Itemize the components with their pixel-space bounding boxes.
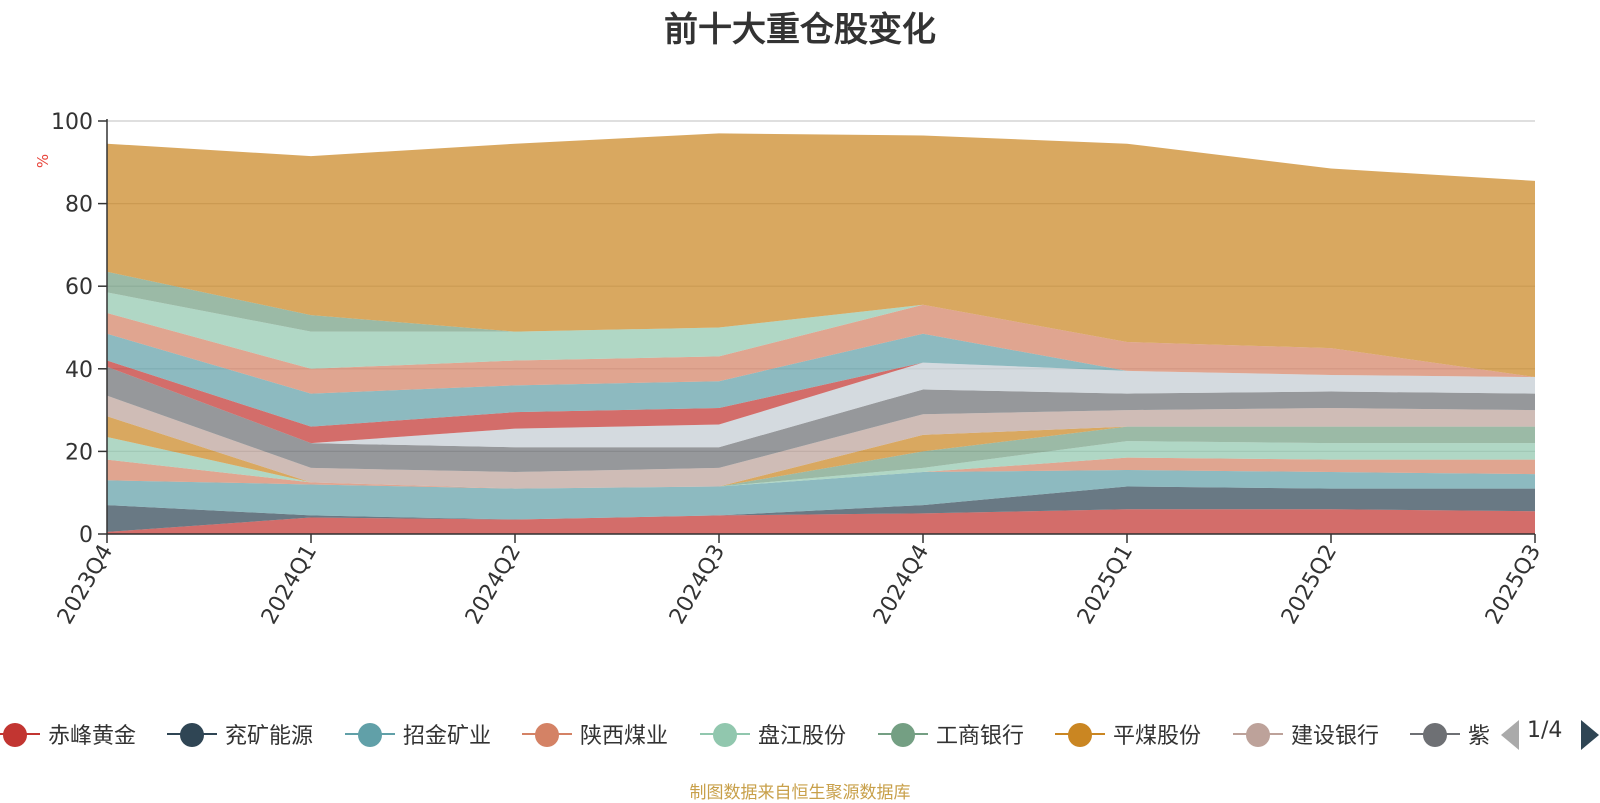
legend-label: 盘江股份 [758,724,847,749]
legend-label: 兖矿能源 [225,724,314,749]
x-tick-label: 2024Q2 [461,541,526,629]
legend-pager: 1/4 [1497,712,1600,756]
area-series-10[interactable] [107,362,1535,448]
legend-item[interactable]: 陕西煤业 [522,712,697,756]
x-tick-label: 2023Q4 [53,541,118,629]
legend-dot-icon [1246,723,1270,747]
area-series-15[interactable] [107,271,1535,378]
area-series-12[interactable] [107,333,1535,427]
area-series-3[interactable] [107,469,1535,520]
legend-dot-icon [3,723,27,747]
legend-item[interactable]: 赤峰黄金 [0,712,165,756]
area-series-14[interactable] [107,292,1535,378]
legend-label: 紫金矿业 [1468,724,1490,749]
y-tick-label: 60 [65,275,93,300]
legend-item[interactable]: 建设银行 [1233,712,1408,756]
area-series-4[interactable] [107,457,1535,489]
legend-label: 平煤股份 [1113,724,1202,749]
x-tick-label: 2024Q4 [869,541,934,629]
area-series-2[interactable] [107,486,1535,532]
chart-title: 前十大重仓股变化 [664,10,936,50]
legend-dot-icon [180,723,204,747]
y-tick-label: 80 [65,193,93,218]
legend-label: 建设银行 [1291,724,1380,749]
y-tick-label: 20 [65,440,93,465]
area-series-8[interactable] [107,395,1535,489]
area-series-9[interactable] [107,366,1535,473]
area-series-1[interactable] [107,509,1535,534]
area-series-13[interactable] [107,304,1535,394]
legend-label: 赤峰黄金 [48,724,137,749]
x-tick-label: 2025Q1 [1073,541,1138,629]
x-tick-label: 2024Q3 [665,541,730,629]
legend-label: 工商银行 [936,724,1025,749]
x-tick-label: 2025Q2 [1277,541,1342,629]
area-series-11[interactable] [107,360,1535,444]
legend-label: 招金矿业 [403,724,492,749]
legend-dot-icon [891,723,915,747]
legend-dot-icon [358,723,382,747]
y-axis-unit-label: % [34,154,52,168]
area-series-5[interactable] [107,436,1535,489]
area-series-6[interactable] [107,426,1535,489]
y-tick-label: 100 [51,110,93,135]
x-tick-label: 2024Q1 [257,541,322,629]
data-source-note: 制图数据来自恒生聚源数据库 [689,783,911,803]
legend-item[interactable]: 平煤股份 [1055,712,1230,756]
legend-dot-icon [1068,723,1092,747]
y-tick-label: 0 [79,523,93,548]
x-tick-label: 2025Q3 [1481,541,1546,629]
legend-label: 陕西煤业 [580,724,669,749]
legend-item[interactable]: 招金矿业 [345,712,520,756]
legend-item[interactable]: 工商银行 [878,712,1053,756]
legend-item[interactable]: 兖矿能源 [167,712,342,756]
legend-prev-page-icon[interactable] [1501,720,1519,750]
legend-dot-icon [713,723,737,747]
legend-next-page-icon[interactable] [1581,720,1599,750]
legend-dot-icon [1423,723,1447,747]
legend-dot-icon [535,723,559,747]
y-tick-label: 40 [65,358,93,383]
legend-item[interactable]: 紫金矿业 [1410,712,1490,756]
stacked-areas [107,133,1535,534]
legend: 赤峰黄金 兖矿能源 招金矿业 陕西煤业 盘江股份 工商银行 平煤股份 建设银行 紫金矿业 [0,712,1490,756]
area-series-16[interactable] [107,133,1535,378]
legend-item[interactable]: 盘江股份 [700,712,875,756]
legend-page-indicator: 1/4 [1527,718,1563,743]
